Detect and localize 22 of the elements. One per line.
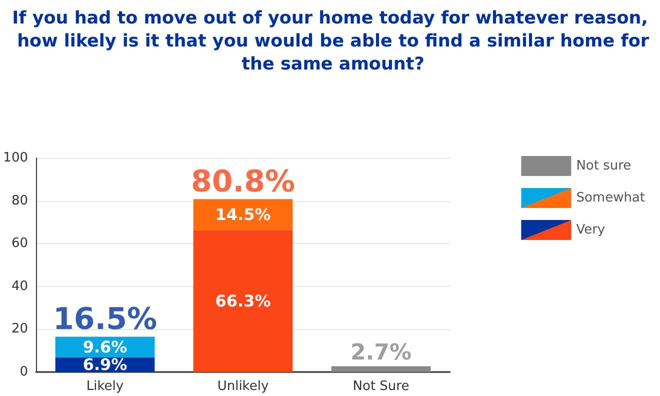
data-label: 66.3% bbox=[215, 292, 271, 311]
y-tick-label: 0 bbox=[20, 364, 28, 380]
y-tick-label: 60 bbox=[11, 236, 28, 252]
bar bbox=[331, 366, 431, 372]
data-label: 6.9% bbox=[82, 355, 128, 374]
legend-label: Somewhat bbox=[576, 190, 646, 206]
y-tick-label: 40 bbox=[11, 278, 28, 294]
total-label: 16.5% bbox=[52, 302, 158, 338]
y-tick-label: 80 bbox=[11, 193, 28, 208]
y-tick-label: 20 bbox=[11, 322, 28, 337]
bar bbox=[193, 230, 293, 372]
data-label: 14.5% bbox=[215, 205, 271, 224]
x-tick-label: Likely bbox=[86, 379, 124, 394]
total-label: 80.8% bbox=[190, 164, 296, 200]
chart-title: If you had to move out of your home today for whatever reason, how likely is it that you would be able to find a similar home for the same amount? bbox=[10, 8, 650, 74]
legend-label: Not sure bbox=[576, 158, 632, 174]
total-label: 2.7% bbox=[350, 340, 412, 366]
data-label: 9.6% bbox=[82, 337, 128, 356]
legend-label: Very bbox=[576, 222, 606, 238]
y-tick-label: 100 bbox=[3, 150, 28, 166]
x-tick-label: Unlikely bbox=[217, 379, 269, 394]
x-tick-label: Not Sure bbox=[352, 379, 410, 394]
